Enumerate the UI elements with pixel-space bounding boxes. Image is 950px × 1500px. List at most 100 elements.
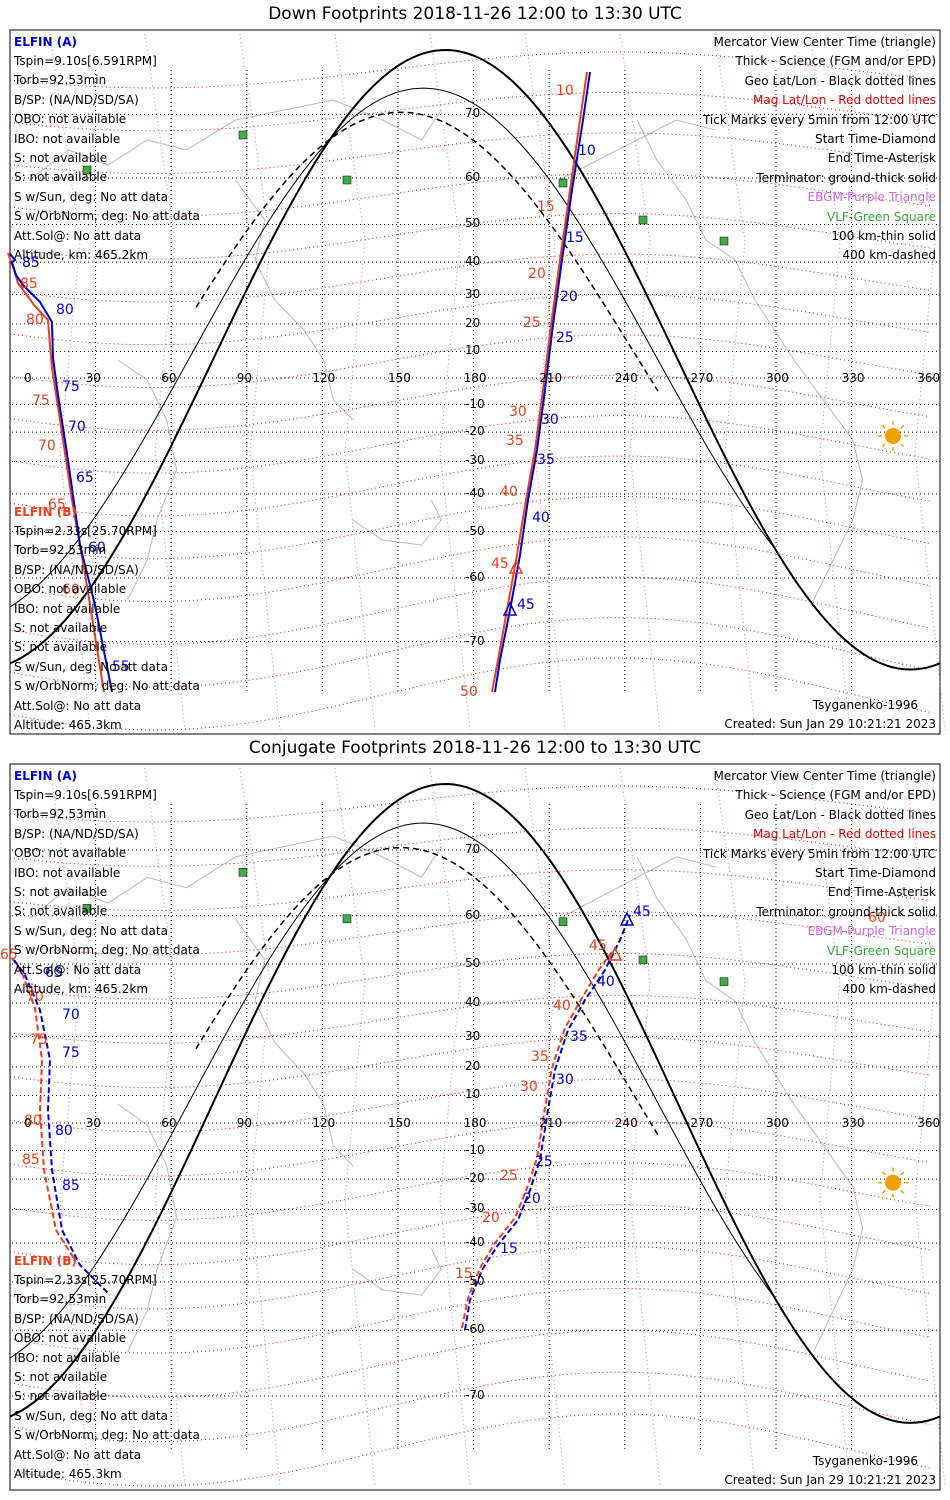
altitude-100km-curve: [9, 87, 773, 608]
altitude-400km-curve: [195, 111, 659, 392]
elfin-b-info-line: Tspin=2.33s[25.70RPM]: [14, 1273, 157, 1287]
elfin-a-info-line: Altitude, km: 465.2km: [14, 248, 149, 262]
mag-lon-line: [239, 33, 281, 731]
elfin-a-info-line: S w/OrbNorm, deg: No att data: [14, 209, 200, 224]
mag-lon-line: [334, 767, 376, 1487]
elfin-b-name: ELFIN (B): [14, 505, 77, 519]
lat-label: 20: [465, 1058, 481, 1073]
lat-label: -40: [465, 485, 485, 500]
panel-2-title: Conjugate Footprints 2018-11-26 12:00 to…: [248, 738, 702, 758]
coastline: [234, 918, 354, 1167]
elfin-a-info-line: B/SP: (NA/ND/SD/SA): [14, 826, 139, 841]
lat-label: 30: [465, 1028, 481, 1043]
lon-label: 240: [614, 1116, 638, 1130]
lon-label: 300: [766, 371, 789, 385]
mag-lat-line: [9, 1204, 931, 1266]
elfin-a-info-line: S: not available: [14, 904, 108, 919]
lat-label: -50: [465, 1274, 485, 1288]
coastline: [352, 1248, 442, 1296]
terminator-curve: [9, 783, 941, 1424]
created-label: Created: Sun Jan 29 10:21:21 2023: [724, 1473, 936, 1487]
elfin-b-info-line: S: not available: [14, 640, 108, 655]
elfin-b-info-line: S: not available: [14, 1370, 108, 1384]
elfin-a-tick-label: 65: [45, 965, 63, 981]
lat-label: -10: [465, 1142, 485, 1157]
elfin-a-track-west: [13, 959, 111, 1296]
lat-label: -70: [465, 633, 485, 648]
elfin-a-info-line: Att.Sol@: No att data: [14, 228, 142, 243]
elfin-b-tick-label: 60: [62, 582, 80, 598]
elfin-b-tick-label: 75: [30, 1032, 48, 1048]
legend-line: Start Time-Diamond: [814, 866, 936, 880]
sun-ray: [900, 424, 905, 429]
elfin-a-tick-label: 30: [556, 1072, 574, 1088]
elfin-b-tick-label: 20: [482, 1210, 500, 1226]
elfin-a-tick-label: 85: [22, 255, 40, 271]
lat-label: -60: [465, 570, 485, 585]
elfin-b-info-line: IBO: not available: [14, 1350, 121, 1365]
lon-label: 0: [24, 1116, 32, 1130]
elfin-b-info-line: Att.Sol@: No att data: [14, 1447, 142, 1462]
elfin-b-info-line: Torb=92.53min: [14, 543, 107, 558]
lon-label: 210: [539, 371, 563, 385]
legend-line: EBGM-Purple Triangle: [807, 190, 936, 205]
elfin-a-info-line: Altitude, km: 465.2km: [14, 982, 149, 996]
vlf-station-square: [342, 914, 352, 923]
coastline: [636, 119, 795, 361]
elfin-b-tick-label: 85: [20, 276, 38, 292]
elfin-a-tick-label: 75: [62, 1045, 80, 1061]
elfin-b-tick-label: 35: [506, 433, 524, 449]
elfin-a-info-line: OBO: not available: [14, 112, 127, 127]
altitude-400km-curve: [195, 846, 659, 1136]
sun-ray: [881, 1171, 886, 1176]
legend-line: 400 km-dashed: [842, 982, 936, 997]
elfin-a-tick-label: 60: [88, 540, 106, 556]
lat-label: 10: [465, 343, 481, 358]
elfin-b-tick-label: 50: [460, 684, 478, 700]
legend-line: 100 km-thin solid: [831, 963, 936, 977]
elfin-b-info-line: Att.Sol@: No att data: [14, 698, 142, 713]
legend-line: Start Time-Diamond: [814, 132, 936, 146]
coastline: [117, 359, 178, 601]
elfin-a-info-line: S w/OrbNorm, deg: No att data: [14, 943, 200, 958]
coastline: [234, 179, 354, 421]
coastline: [29, 835, 442, 920]
elfin-b-tick-label: 75: [32, 393, 50, 409]
elfin-a-tick-label: 70: [68, 419, 86, 435]
elfin-b-info-line: OBO: not available: [14, 582, 127, 597]
vlf-station-square: [342, 175, 352, 185]
panel-frame: [9, 29, 941, 735]
elfin-a-info-line: Torb=92.53min: [14, 807, 107, 822]
legend-line: End Time-Asterisk: [827, 151, 936, 166]
mag-lat-line: [9, 617, 931, 688]
legend-line: Thick - Science (FGM and/or EPD): [735, 788, 936, 803]
elfin-b-center-triangle: [508, 559, 524, 574]
elfin-a-tick-label: 40: [597, 974, 615, 990]
vlf-station-square: [82, 904, 92, 913]
elfin-b-info-line: S: not available: [14, 621, 108, 635]
lat-label: 20: [465, 315, 481, 330]
lon-label: 300: [766, 1116, 789, 1130]
lon-label: 60: [161, 371, 177, 385]
mag-lat-line: [9, 132, 931, 175]
elfin-a-tick-label: 80: [56, 302, 74, 318]
vlf-station-square: [719, 236, 729, 246]
elfin-a-tick-label: 15: [500, 1241, 518, 1257]
elfin-a-tick-label: 45: [633, 904, 651, 920]
lon-label: 30: [85, 1116, 101, 1130]
legend-line: Thick - Science (FGM and/or EPD): [735, 54, 936, 69]
elfin-b-info-line: IBO: not available: [14, 601, 121, 616]
mag-lat-line: [9, 415, 931, 474]
elfin-b-tick-label: 40: [500, 484, 518, 500]
lat-label: 50: [465, 955, 481, 970]
lon-label: 330: [841, 1116, 865, 1130]
elfin-b-center-triangle: [607, 946, 623, 961]
mag-lat-line: [9, 1162, 931, 1221]
vlf-station-square: [238, 130, 248, 140]
lat-label: 60: [465, 907, 481, 922]
elfin-a-name: ELFIN (A): [14, 35, 77, 49]
lon-label: 270: [690, 1116, 714, 1130]
coastline: [117, 1103, 178, 1353]
mag-lon-line: [809, 33, 851, 731]
